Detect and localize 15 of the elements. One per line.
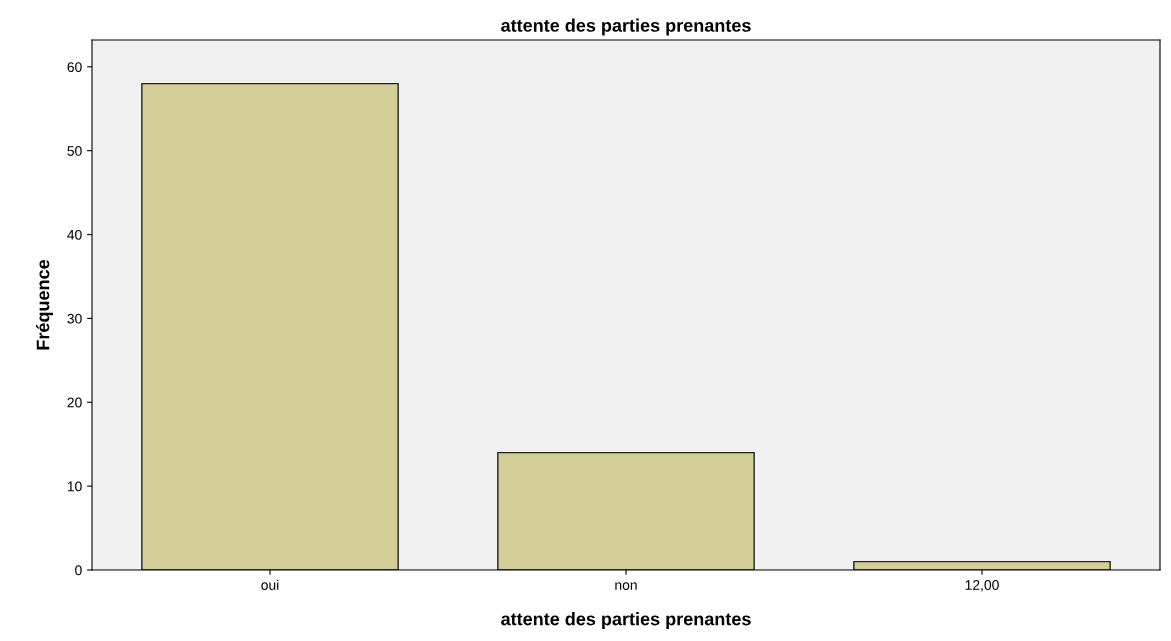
chart-title: attente des parties prenantes [501,18,751,36]
y-tick-label: 30 [67,313,82,324]
x-tick-label: non [615,582,637,590]
x-tick-label: oui [261,579,279,590]
y-tick-label: 50 [67,146,82,156]
y-tick-label: 40 [67,229,82,240]
bar [141,82,399,570]
y-tick-label: 20 [67,397,82,408]
y-tick-label: 10 [67,481,82,492]
x-tick-label: 12,00 [965,580,999,592]
y-tick-label: 0 [75,565,82,576]
x-axis-title: attente des parties prenantes [501,612,751,629]
y-axis-title: Fréquence [35,259,53,350]
y-tick-label: 60 [67,62,82,72]
bar [497,451,755,570]
